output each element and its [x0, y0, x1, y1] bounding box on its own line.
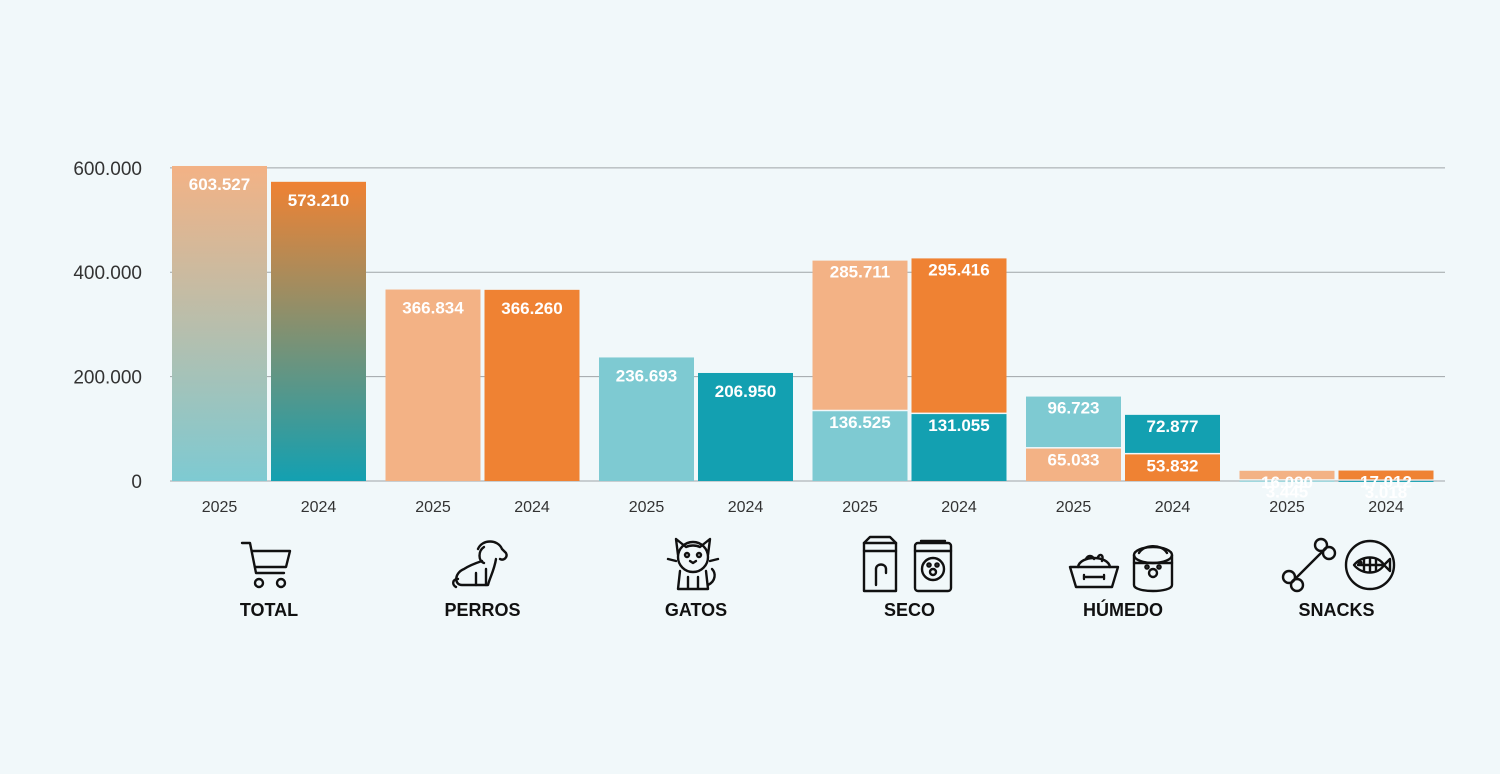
bar-segment-value-label: 17.012 — [1360, 473, 1412, 492]
bone-icon — [1281, 537, 1337, 593]
bar-segment — [1338, 470, 1434, 480]
pet-food-bag-icon — [913, 539, 953, 593]
shopping-cart-icon — [240, 541, 292, 589]
bar-segment — [911, 414, 1007, 481]
x-axis-year-labels: 2025 2024 2025 2024 2025 2024 2025 2024 2025 2024… — [202, 499, 1404, 516]
y-tick-label: 400.000 — [73, 263, 142, 284]
category-label: PERROS — [444, 600, 520, 620]
bar-segment-value-label: 295.416 — [928, 260, 989, 279]
dog-icon — [452, 540, 508, 589]
category-labels: TOTAL PERROS GATOS SECO HÚMEDO SNACKS — [240, 599, 1375, 620]
x-year-label: 2025 — [202, 499, 238, 516]
bar-segment — [911, 258, 1007, 413]
category-label: TOTAL — [240, 600, 298, 620]
x-year-label: 2024 — [728, 499, 764, 516]
bar-value-label: 573.210 — [288, 191, 349, 210]
y-tick-label: 200.000 — [73, 368, 142, 389]
bar — [599, 357, 694, 481]
x-year-label: 2025 — [629, 499, 665, 516]
bar-segment-value-label: 72.877 — [1147, 417, 1199, 436]
y-tick-label: 0 — [131, 472, 142, 493]
bar-segment-value-label: 136.525 — [829, 413, 890, 432]
bar — [385, 289, 481, 481]
bar-value-label: 603.527 — [189, 175, 250, 194]
cat-icon — [666, 537, 720, 591]
bar-value-label: 206.950 — [715, 382, 776, 401]
bar-value-label: 366.260 — [501, 299, 562, 318]
x-year-label: 2025 — [1269, 499, 1305, 516]
grid-lines — [170, 167, 1445, 482]
bars: 603.527 573.210 366.834 366.260 236.693 206.9… — [172, 165, 1434, 502]
x-year-label: 2024 — [301, 499, 337, 516]
bar-segment-value-label: 53.832 — [1147, 456, 1199, 475]
dry-food-bag-icon — [862, 535, 898, 593]
y-axis-ticks: 0 200.000 400.000 600.000 — [73, 159, 142, 493]
bar — [698, 372, 793, 481]
bar-segment — [812, 411, 908, 481]
category-label: HÚMEDO — [1083, 599, 1163, 620]
x-year-label: 2025 — [415, 499, 451, 516]
bar-segment — [1125, 454, 1220, 481]
category-label: GATOS — [665, 600, 727, 620]
x-year-label: 2024 — [1368, 499, 1404, 516]
food-bowl-icon — [1068, 553, 1120, 589]
bar-segment — [1026, 448, 1121, 481]
x-year-label: 2025 — [842, 499, 878, 516]
bar-segment — [1125, 414, 1220, 453]
bar-value-label: 236.693 — [616, 366, 677, 385]
bar-segment-value-label: 131.055 — [928, 416, 989, 435]
bar-segment-value-label: 3.018 — [1365, 483, 1408, 502]
bar — [484, 289, 580, 481]
bar-segment-value-label: 65.033 — [1048, 451, 1100, 470]
bar-segment — [812, 260, 908, 410]
bar — [172, 165, 267, 481]
bar-segment-value-label: 96.723 — [1048, 399, 1100, 418]
bar-segment — [1026, 396, 1121, 448]
x-year-label: 2024 — [1155, 499, 1191, 516]
category-icons — [240, 535, 1396, 593]
wet-food-can-icon — [1132, 545, 1174, 593]
bar-segment-value-label: 16.090 — [1261, 473, 1313, 492]
x-year-label: 2025 — [1056, 499, 1092, 516]
category-label: SNACKS — [1298, 600, 1374, 620]
y-tick-label: 600.000 — [73, 159, 142, 180]
bar-segment — [1239, 470, 1335, 480]
bar-segment-value-label: 285.711 — [830, 263, 891, 282]
bar-segment-value-label: 3.445 — [1266, 483, 1309, 502]
fish-icon — [1344, 539, 1396, 591]
bar-segment — [1239, 480, 1335, 482]
bar — [271, 181, 366, 481]
category-label: SECO — [884, 600, 935, 620]
x-year-label: 2024 — [514, 499, 550, 516]
bar-value-label: 366.834 — [402, 299, 464, 318]
x-year-label: 2024 — [941, 499, 977, 516]
bar-segment — [1338, 480, 1434, 482]
